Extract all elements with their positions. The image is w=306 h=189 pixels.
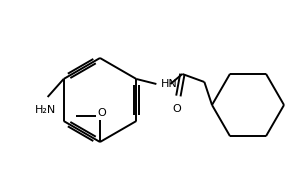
Text: HN: HN	[161, 79, 178, 89]
Text: O: O	[98, 108, 106, 118]
Text: O: O	[172, 104, 181, 114]
Text: H₂N: H₂N	[35, 105, 56, 115]
